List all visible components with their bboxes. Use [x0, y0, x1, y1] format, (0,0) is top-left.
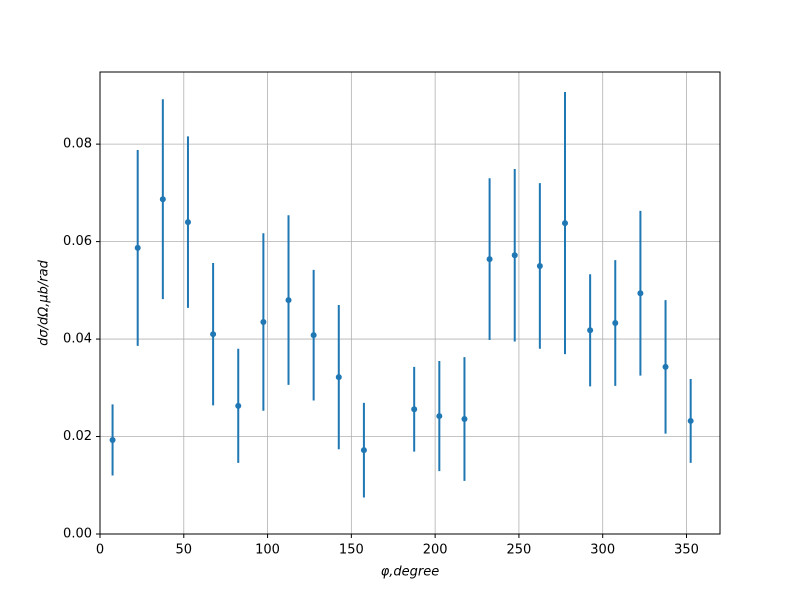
- y-tick-label: 0.08: [63, 137, 92, 152]
- data-point: [587, 327, 594, 334]
- data-point: [411, 406, 418, 413]
- data-point: [310, 332, 317, 339]
- x-tick-label: 350: [674, 543, 699, 558]
- y-tick-label: 0.02: [63, 429, 92, 444]
- data-point: [562, 220, 568, 227]
- data-point: [662, 363, 669, 370]
- data-point: [235, 402, 242, 409]
- data-point: [109, 436, 116, 443]
- y-axis-label: dσ/dΩ,μb/rad: [37, 259, 52, 345]
- x-tick-label: 250: [507, 543, 532, 558]
- x-axis-label: φ,degree: [381, 565, 440, 580]
- data-point: [637, 290, 644, 297]
- data-point: [436, 413, 443, 420]
- plot-frame: [99, 71, 721, 535]
- x-tick-label: 200: [423, 543, 448, 558]
- x-tick-label: 300: [590, 543, 615, 558]
- data-point: [335, 374, 342, 381]
- y-tick-label: 0.04: [63, 332, 92, 347]
- data-point: [511, 252, 518, 259]
- data-point: [260, 319, 267, 326]
- x-tick-label: 50: [176, 543, 193, 558]
- data-point: [184, 219, 191, 226]
- data-point: [134, 244, 141, 251]
- data-point: [159, 196, 166, 203]
- data-point: [285, 297, 292, 304]
- x-tick-label: 100: [255, 543, 280, 558]
- data-point: [687, 417, 694, 424]
- x-tick-label: 150: [339, 543, 364, 558]
- x-tick-label: 0: [96, 543, 104, 558]
- y-tick-label: 0.06: [63, 234, 92, 249]
- data-point: [360, 447, 367, 454]
- data-point: [536, 262, 543, 269]
- data-point: [486, 256, 493, 263]
- y-tick-label: 0.00: [63, 527, 92, 542]
- data-point: [612, 319, 619, 326]
- data-point: [461, 415, 468, 422]
- data-point: [210, 331, 217, 338]
